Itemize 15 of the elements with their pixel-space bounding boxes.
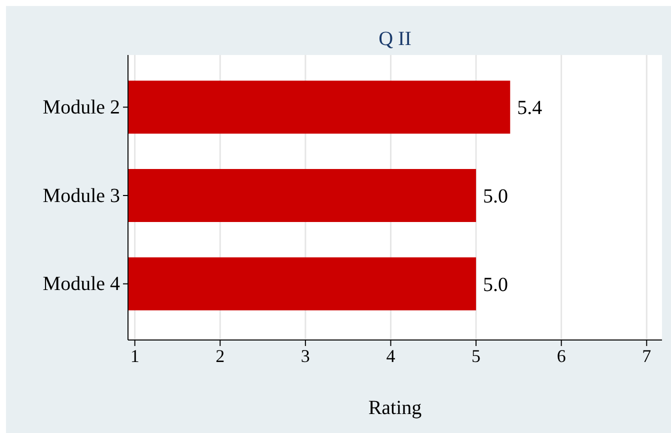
- x-axis-title: Rating: [368, 397, 422, 419]
- x-tick-label: 5: [472, 346, 481, 366]
- y-tick-label: Module 4: [42, 273, 120, 296]
- x-tick-label: 2: [216, 346, 225, 366]
- y-tick-label: Module 2: [42, 96, 120, 119]
- x-tick-label: 1: [130, 346, 140, 366]
- x-tick-label: 3: [300, 346, 310, 366]
- x-tick-label: 4: [386, 346, 396, 366]
- x-tick-label: 7: [642, 346, 652, 366]
- y-tick-label: Module 3: [42, 184, 120, 207]
- data-label: 5.4: [517, 97, 542, 120]
- data-label: 5.0: [483, 186, 508, 208]
- chart-title: Q II: [378, 28, 412, 50]
- x-tick-label: 6: [556, 346, 566, 366]
- data-label: 5.0: [483, 274, 508, 296]
